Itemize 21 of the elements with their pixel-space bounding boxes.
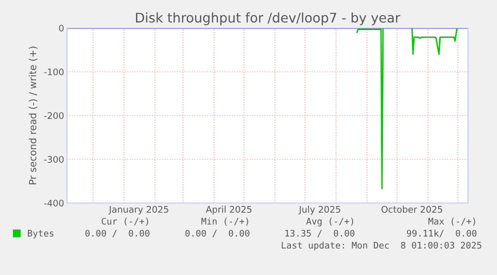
x-tick-label: July 2025 — [298, 206, 340, 215]
chart-title: Disk throughput for /dev/loop7 - by year — [136, 12, 400, 26]
x-tick-label: January 2025 — [108, 206, 168, 215]
y-tick-label: -100 — [44, 68, 64, 76]
y-tick-label: -400 — [44, 200, 64, 207]
text: Avg (-/+) — [306, 218, 354, 226]
x-tick-label: April 2025 — [206, 206, 252, 215]
text: Last update: Mon Dec 8 01:00:03 2025 — [282, 242, 482, 250]
y-axis-title: Pr second read (-) / write (+) — [28, 46, 38, 184]
y-tick-label: 0 — [59, 24, 64, 32]
y-tick-label: -300 — [44, 156, 64, 163]
text: Min (-/+) — [201, 218, 248, 226]
text: 0.00 / 0.00 — [85, 230, 150, 238]
text: 0.00 / 0.00 — [185, 230, 250, 238]
x-tick-label: October 2025 — [382, 206, 442, 213]
y-tick-label: -200 — [44, 112, 64, 120]
text: Cur (-/+) — [102, 218, 148, 226]
legend-label: Bytes — [28, 230, 54, 238]
text: 99.11k/ 0.00 — [406, 230, 476, 238]
text: 13.35 / 0.00 — [285, 230, 354, 238]
text: Max (-/+) — [428, 218, 476, 226]
